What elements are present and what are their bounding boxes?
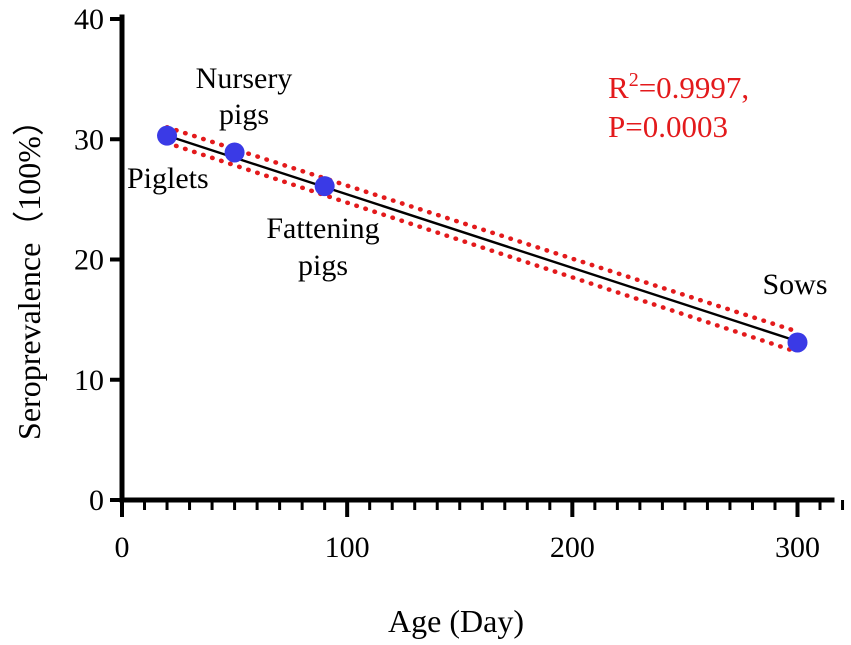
- r-letter: R: [608, 70, 629, 105]
- x-tick-label: 100: [325, 531, 370, 564]
- regression-line: [166, 134, 798, 343]
- r-value: =0.9997,: [639, 70, 749, 105]
- data-point-piglets: [157, 125, 178, 146]
- y-tick-label: 40: [74, 3, 104, 36]
- x-tick-label: 300: [775, 531, 820, 564]
- x-axis-title: Age (Day): [388, 603, 524, 639]
- r-superscript: 2: [629, 69, 639, 91]
- x-tick-label: 0: [115, 531, 130, 564]
- y-tick-label: 30: [74, 123, 104, 156]
- label-nursery-pigs: Nursery pigs: [196, 62, 293, 131]
- data-point-nursery-pigs: [224, 142, 245, 163]
- r-squared-annotation: R2=0.9997,: [608, 69, 749, 105]
- tick-labels: 0 10 20 30 40 0 100 200 300: [74, 3, 820, 564]
- confidence-band-upper: [164, 124, 800, 334]
- label-sows: Sows: [762, 268, 827, 301]
- p-value-annotation: P=0.0003: [608, 109, 728, 144]
- label-line: Nursery: [196, 62, 293, 95]
- label-line: pigs: [219, 98, 269, 131]
- label-line: pigs: [298, 249, 348, 282]
- data-point-fattening-pigs: [314, 176, 335, 197]
- data-points: [157, 125, 808, 353]
- label-fattening-pigs: Fattening pigs: [266, 212, 379, 282]
- y-tick-label: 0: [89, 484, 104, 517]
- y-axis-title: Seroprevalence（100%）: [11, 104, 47, 440]
- y-tick-label: 20: [74, 244, 104, 277]
- y-tick-label: 10: [74, 364, 104, 397]
- confidence-band: [164, 124, 800, 355]
- label-piglets: Piglets: [127, 162, 209, 195]
- data-point-sows: [787, 332, 808, 353]
- label-line: Fattening: [266, 212, 379, 245]
- confidence-band-lower: [164, 140, 800, 355]
- x-tick-label: 200: [550, 531, 595, 564]
